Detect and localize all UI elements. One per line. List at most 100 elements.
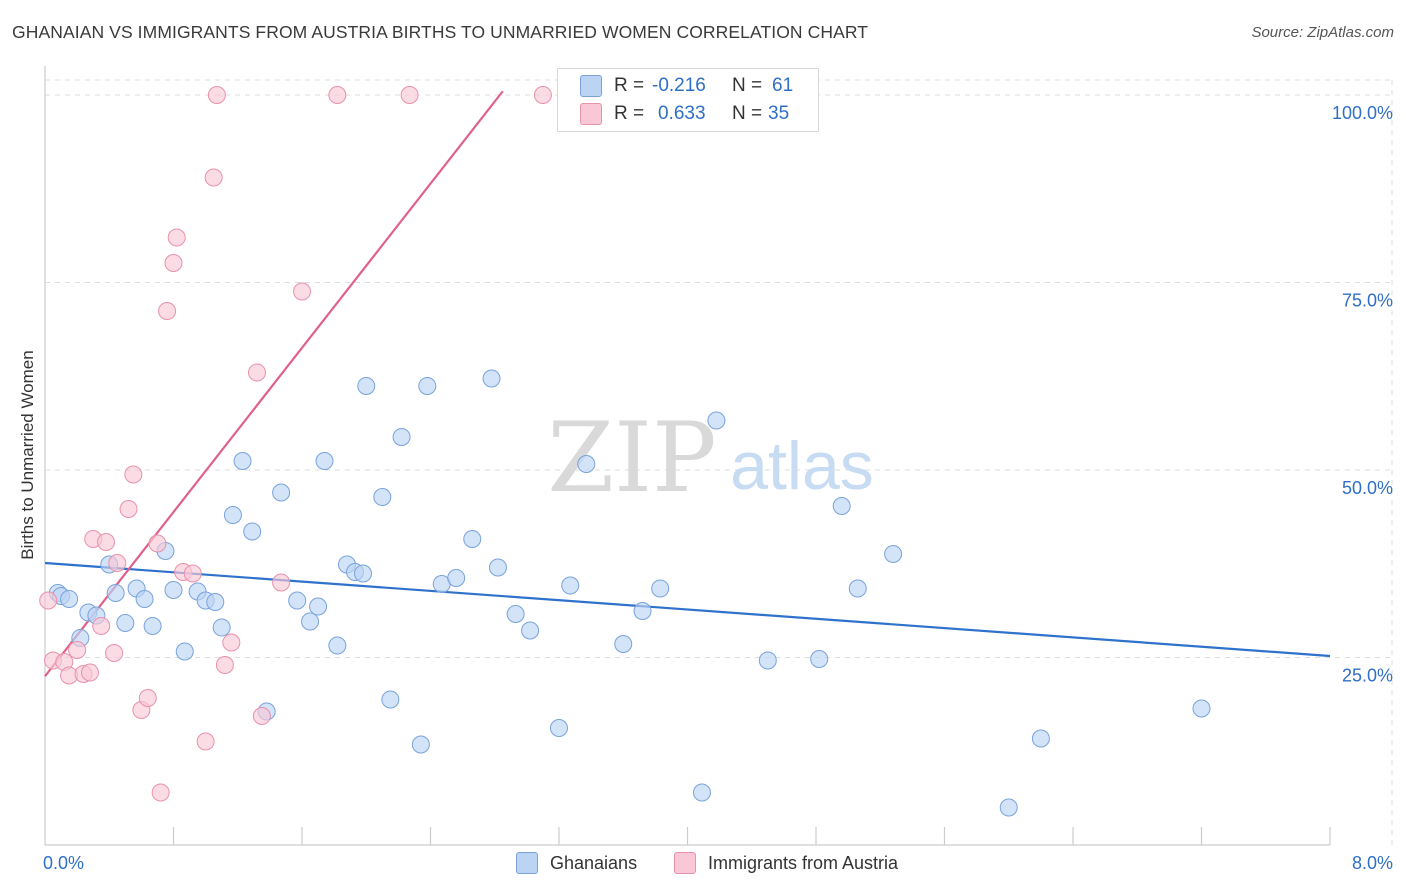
ghanaian-point bbox=[614, 635, 633, 653]
austria-point bbox=[183, 564, 202, 583]
austria-point bbox=[151, 783, 170, 802]
austria-point bbox=[105, 644, 124, 662]
ghanaian-point bbox=[116, 614, 135, 632]
austria-point bbox=[138, 689, 157, 707]
y-axis-label: Births to Unmarried Women bbox=[18, 350, 37, 560]
legend-n-label: N = bbox=[732, 75, 768, 96]
ghanaian-point bbox=[463, 530, 482, 548]
legend-r-value: -0.216 bbox=[652, 75, 706, 96]
austria-point bbox=[158, 302, 177, 320]
ghanaian-point bbox=[233, 452, 252, 470]
austria-point bbox=[39, 591, 58, 610]
x-tick-label: 8.0% bbox=[1352, 853, 1393, 873]
austria-point bbox=[148, 534, 167, 553]
ghanaian-point bbox=[243, 522, 262, 541]
ghanaian-point bbox=[521, 621, 540, 640]
y-tick-label: 75.0% bbox=[1342, 291, 1393, 311]
ghanaian-point bbox=[381, 690, 400, 709]
ghanaian-point bbox=[810, 650, 829, 668]
legend-swatch-pink bbox=[580, 103, 602, 125]
legend-swatch-blue bbox=[580, 75, 602, 97]
austria-point bbox=[204, 168, 223, 187]
ghanaian-point bbox=[1192, 699, 1211, 718]
austria-point bbox=[164, 254, 183, 272]
ghanaian-point bbox=[212, 618, 231, 637]
ghanaian-point bbox=[354, 564, 373, 583]
legend-n-label: N = bbox=[732, 103, 768, 124]
ghanaian-point bbox=[506, 605, 525, 623]
data-points bbox=[39, 86, 1211, 817]
austria-point bbox=[92, 617, 111, 635]
ghanaian-point bbox=[758, 651, 777, 670]
ghanaian-point bbox=[315, 452, 334, 470]
ghanaian-point bbox=[707, 411, 726, 430]
austria-point bbox=[215, 656, 234, 674]
ghanaian-point bbox=[309, 597, 328, 616]
austria-point bbox=[124, 465, 143, 484]
austria-point bbox=[167, 228, 186, 247]
austria-point bbox=[272, 573, 291, 592]
legend-n-value: 61 bbox=[772, 75, 794, 96]
austria-point bbox=[108, 554, 127, 572]
bottom-legend-swatch-blue bbox=[516, 852, 538, 874]
austria-point bbox=[400, 86, 419, 104]
ghanaian-point bbox=[884, 545, 903, 563]
gridlines bbox=[45, 79, 1393, 845]
austria-point bbox=[207, 86, 226, 104]
ghanaian-point bbox=[106, 584, 125, 602]
austria-point bbox=[119, 500, 138, 518]
austria-point bbox=[196, 732, 215, 751]
ghanaian-point bbox=[848, 579, 867, 598]
ghanaian-point bbox=[301, 612, 320, 631]
ghanaian-point bbox=[288, 591, 307, 610]
austria-point bbox=[222, 633, 241, 652]
austria-point bbox=[80, 663, 99, 682]
ghanaian-point bbox=[418, 377, 437, 395]
bottom-legend-austria: Immigrants from Austria bbox=[674, 852, 898, 874]
bottom-legend-swatch-pink bbox=[674, 852, 696, 874]
y-tick-label: 100.0% bbox=[1332, 103, 1393, 123]
correlation-legend: R = -0.216 N = 61 R = 0.633 N = 35 bbox=[557, 68, 819, 132]
ghanaian-point bbox=[482, 369, 501, 388]
ghanaian-point bbox=[60, 590, 79, 608]
ghanaian-point bbox=[373, 488, 392, 506]
ghanaian-point bbox=[392, 428, 411, 446]
bottom-legend-ghanaians: Ghanaians bbox=[516, 852, 637, 874]
bottom-legend-label-austria: Immigrants from Austria bbox=[708, 852, 899, 873]
austria-point bbox=[68, 641, 87, 659]
legend-n-value: 35 bbox=[768, 103, 790, 124]
austria-point bbox=[252, 707, 271, 725]
ghanaian-point bbox=[143, 617, 162, 635]
legend-r-label: R = bbox=[614, 75, 650, 96]
ghanaian-point bbox=[633, 602, 652, 620]
ghanaian-point bbox=[561, 576, 580, 595]
ghanaian-point bbox=[550, 719, 568, 737]
austria-point bbox=[97, 533, 116, 551]
ghanaian-point bbox=[692, 783, 711, 802]
ghanaian-point bbox=[1031, 729, 1050, 748]
ghanaian-trend-line bbox=[44, 561, 1331, 658]
ghanaian-point bbox=[488, 558, 507, 577]
ghanaian-point bbox=[651, 579, 670, 598]
ghanaian-point bbox=[832, 497, 851, 515]
ghanaian-point bbox=[175, 642, 194, 661]
chart-title: GHANAIAN VS IMMIGRANTS FROM AUSTRIA BIRT… bbox=[12, 22, 869, 42]
legend-r-value: 0.633 bbox=[658, 103, 706, 124]
ghanaian-point bbox=[411, 735, 430, 754]
ghanaian-point bbox=[164, 581, 183, 599]
austria-point bbox=[328, 86, 347, 104]
trend-lines bbox=[44, 90, 1331, 677]
ghanaian-point bbox=[272, 483, 291, 502]
watermark-zip: ZIP bbox=[547, 402, 716, 514]
ghanaian-point bbox=[577, 455, 596, 473]
austria-point bbox=[533, 86, 552, 104]
x-tick-labels: 0.0% 8.0% bbox=[43, 853, 1393, 873]
ghanaian-point bbox=[206, 593, 225, 611]
ghanaian-point bbox=[999, 798, 1018, 817]
axes bbox=[44, 66, 1331, 846]
y-tick-label: 25.0% bbox=[1342, 666, 1393, 686]
ghanaian-point bbox=[223, 506, 242, 524]
zipatlas-watermark: ZIP atlas bbox=[547, 402, 873, 514]
y-tick-label: 50.0% bbox=[1342, 478, 1393, 498]
